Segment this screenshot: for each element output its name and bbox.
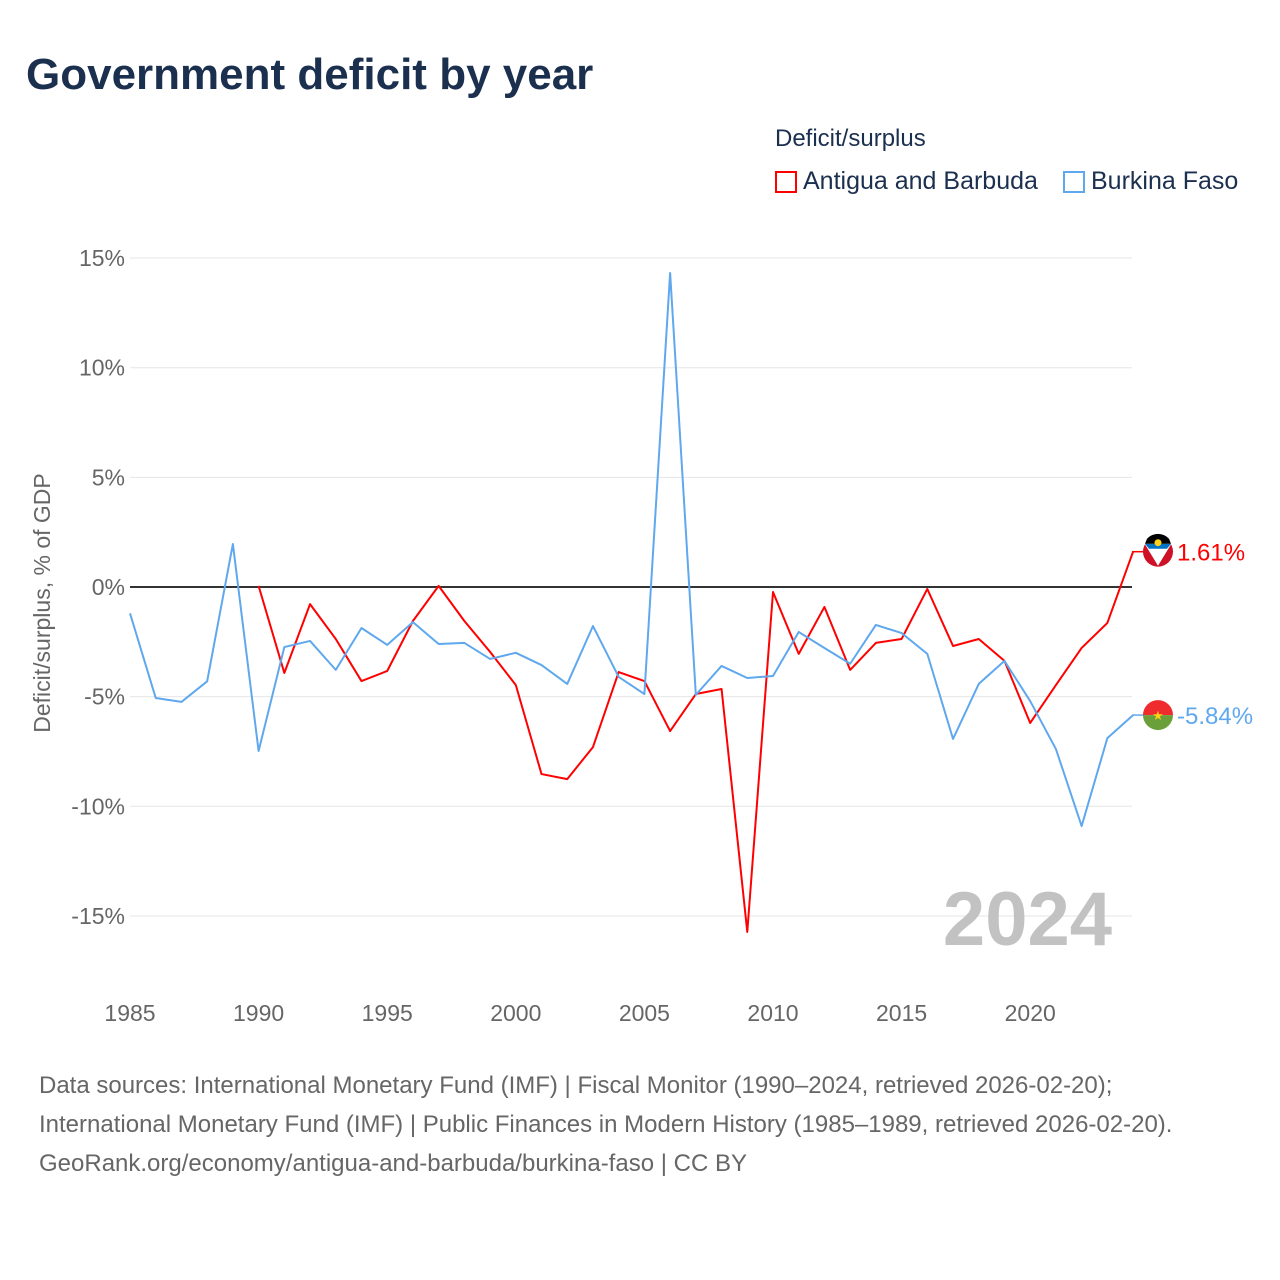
data-sources: Data sources: International Monetary Fun…: [39, 1072, 1173, 1138]
legend-item-antigua[interactable]: Antigua and Barbuda: [775, 167, 1038, 196]
end-value-label: -5.84%: [1177, 703, 1253, 730]
legend-label: Burkina Faso: [1091, 167, 1239, 195]
x-tick-label: 2020: [1005, 1000, 1056, 1026]
x-tick-label: 2015: [876, 1000, 927, 1026]
y-tick-label: 0%: [92, 574, 125, 600]
series-line-antigua-and-barbuda: [257, 551, 1135, 933]
y-tick-label: 5%: [92, 464, 125, 490]
source-link[interactable]: GeoRank.org/economy/antigua-and-barbuda/…: [39, 1150, 747, 1177]
flag-sun: [1154, 539, 1162, 547]
legend-label: Antigua and Barbuda: [803, 167, 1038, 195]
legend-swatch: [775, 170, 797, 193]
legend-item-burkina[interactable]: Burkina Faso: [1063, 167, 1238, 196]
flag-part: [1145, 533, 1171, 544]
series-line-burkina-faso: [129, 271, 1134, 828]
x-tick-label: 1995: [362, 1000, 413, 1026]
flag-part: [1143, 715, 1173, 731]
x-tick-label: 2005: [619, 1000, 670, 1026]
y-tick-label: 15%: [79, 245, 125, 271]
legend-title: Deficit/surplus: [775, 125, 926, 152]
y-tick-label: -10%: [71, 793, 125, 819]
x-tick-label: 1990: [233, 1000, 284, 1026]
y-tick-label: -15%: [71, 903, 125, 929]
x-tick-label: 1985: [104, 1000, 155, 1026]
footer: Data sources: International Monetary Fun…: [39, 1066, 1239, 1183]
x-tick-label: 2000: [490, 1000, 541, 1026]
y-tick-label: 10%: [79, 355, 125, 381]
chart-title: Government deficit by year: [26, 50, 594, 99]
end-value-label: 1.61%: [1177, 540, 1245, 567]
y-tick-label: -5%: [84, 684, 125, 710]
burkina-faso-flag-icon: [1143, 700, 1173, 716]
year-watermark: 2024: [943, 877, 1112, 962]
flag-star: ★: [1152, 708, 1164, 723]
y-axis-label: Deficit/surplus, % of GDP: [29, 473, 55, 732]
x-tick-label: 2010: [747, 1000, 798, 1026]
legend-swatch: [1063, 170, 1085, 193]
